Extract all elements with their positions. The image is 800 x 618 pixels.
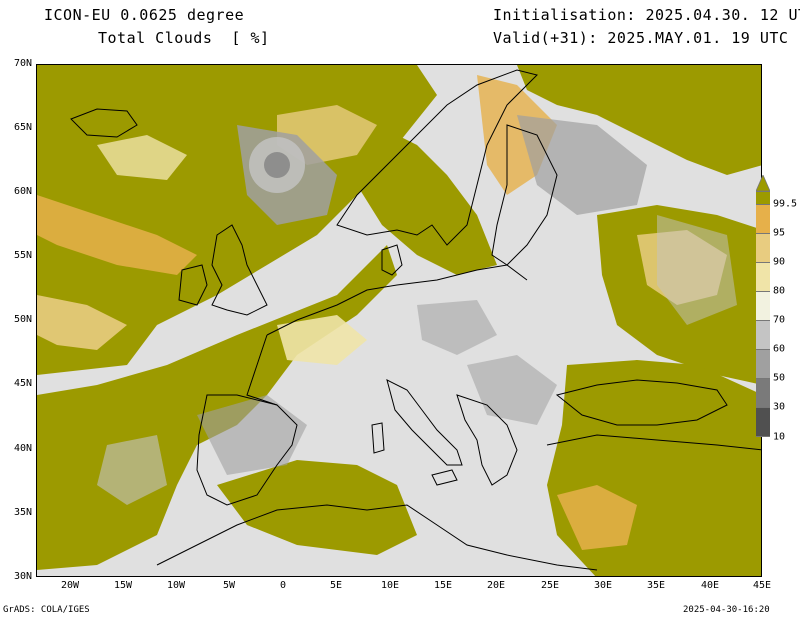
cloud-fields xyxy=(37,65,761,576)
footer-timestamp: 2025-04-30-16:20 xyxy=(683,605,770,615)
lon-label-10w: 10W xyxy=(166,580,186,591)
colorbar-label-70: 70 xyxy=(773,314,786,326)
lat-label-50n: 50N xyxy=(13,314,32,325)
colorbar-swatch-50 xyxy=(756,349,770,378)
colorbar-swatch-10 xyxy=(756,407,770,437)
lon-label-5w: 5W xyxy=(222,580,236,591)
lat-label-70n: 70N xyxy=(13,58,32,69)
colorbar-arrow xyxy=(756,175,770,191)
lon-label-20e: 20E xyxy=(486,580,506,591)
colorbar-label-90: 90 xyxy=(773,256,786,268)
colorbar-label-60: 60 xyxy=(773,343,786,355)
colorbar-label-10: 10 xyxy=(773,431,786,443)
cloud-map-canvas xyxy=(37,65,761,576)
lon-label-25e: 25E xyxy=(540,580,560,591)
colorbar-swatch-70 xyxy=(756,291,770,320)
colorbar-swatch-30 xyxy=(756,378,770,407)
lon-label-45e: 45E xyxy=(752,580,772,591)
lon-label-0: 0 xyxy=(279,580,287,591)
lat-label-35n: 35N xyxy=(13,507,32,518)
lon-label-20w: 20W xyxy=(60,580,80,591)
init-time: Initialisation: 2025.04.30. 12 UTC xyxy=(493,6,800,24)
lon-label-30e: 30E xyxy=(593,580,613,591)
coastlines xyxy=(70,69,761,571)
lon-label-40e: 40E xyxy=(700,580,720,591)
lat-label-55n: 55N xyxy=(13,250,32,261)
colorbar-label-99-5: 99.5 xyxy=(773,198,798,210)
colorbar-label-30: 30 xyxy=(773,401,786,413)
colorbar-label-80: 80 xyxy=(773,285,786,297)
lon-label-15w: 15W xyxy=(113,580,133,591)
variable-title: Total Clouds [ %] xyxy=(98,29,270,47)
colorbar-swatch-80 xyxy=(756,262,770,291)
colorbar-swatch-90 xyxy=(756,233,770,262)
lat-label-65n: 65N xyxy=(13,122,32,133)
colorbar-swatch-95 xyxy=(756,204,770,233)
lat-label-60n: 60N xyxy=(13,186,32,197)
colorbar-swatch-99-5 xyxy=(756,191,770,204)
lat-label-45n: 45N xyxy=(13,378,32,389)
lat-label-40n: 40N xyxy=(13,443,32,454)
colorbar-label-95: 95 xyxy=(773,227,786,239)
colorbar-label-50: 50 xyxy=(773,372,786,384)
map-title: ICON-EU 0.0625 degree xyxy=(44,6,245,24)
lon-label-35e: 35E xyxy=(646,580,666,591)
valid-time: Valid(+31): 2025.MAY.01. 19 UTC xyxy=(493,29,789,47)
cloud-map xyxy=(36,64,762,577)
lon-label-10e: 10E xyxy=(380,580,400,591)
footer-credit: GrADS: COLA/IGES xyxy=(3,605,90,615)
lon-label-15e: 15E xyxy=(433,580,453,591)
lat-label-30n: 30N xyxy=(13,571,32,582)
lon-label-5e: 5E xyxy=(329,580,343,591)
colorbar-swatch-60 xyxy=(756,320,770,349)
